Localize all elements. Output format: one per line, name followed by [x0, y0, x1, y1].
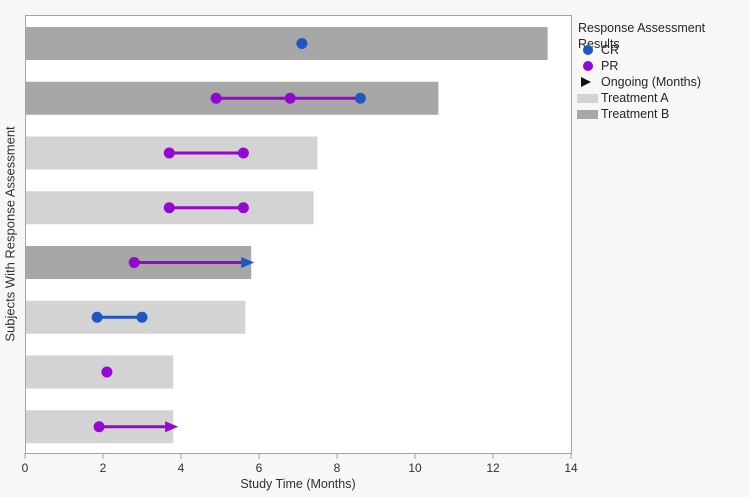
x-tick-label: 14 — [564, 461, 578, 475]
legend-marker-cell — [578, 77, 601, 87]
legend-item-label: Treatment B — [601, 107, 670, 121]
treatment-b-swatch-icon — [577, 109, 598, 119]
legend-item-cr[interactable]: CR — [578, 42, 746, 58]
legend-item-ongoing[interactable]: Ongoing (Months) — [578, 74, 746, 90]
x-tick-label: 0 — [22, 461, 29, 475]
pr-dot-icon — [583, 61, 593, 71]
cr-marker[interactable] — [91, 311, 103, 323]
cr-marker[interactable] — [136, 311, 148, 323]
pr-marker[interactable] — [128, 257, 140, 268]
x-tick-label: 8 — [334, 461, 341, 475]
x-tick-label: 6 — [256, 461, 263, 475]
ongoing-arrow[interactable] — [165, 421, 179, 433]
x-tick-label: 12 — [486, 461, 500, 475]
legend-item-label: Treatment A — [601, 91, 669, 105]
pr-marker[interactable] — [237, 202, 249, 214]
y-axis-title: Subjects With Response Assessment — [2, 126, 18, 342]
treatment-a-swatch-icon — [577, 93, 598, 103]
legend: Response Assessment Results CR PR Ongoin… — [577, 20, 746, 122]
pr-marker[interactable] — [237, 147, 249, 159]
legend-item-treatment-a[interactable]: Treatment A — [577, 90, 746, 106]
legend-title: Response Assessment Results — [578, 21, 706, 51]
legend-item-label: PR — [601, 59, 619, 73]
pr-marker[interactable] — [163, 147, 175, 159]
pr-marker[interactable] — [210, 92, 222, 104]
x-tick-label: 2 — [100, 461, 107, 475]
legend-marker-cell — [578, 45, 601, 55]
legend-item-pr[interactable]: PR — [578, 58, 746, 74]
x-axis-title: Study Time (Months) — [240, 477, 356, 491]
treatment-bar-subject-7[interactable] — [26, 355, 174, 389]
pr-marker[interactable] — [101, 366, 113, 378]
x-tick-label: 4 — [178, 461, 185, 475]
x-tick-label: 10 — [408, 461, 422, 475]
ongoing-arrow[interactable] — [241, 257, 255, 268]
legend-marker-cell — [578, 61, 601, 71]
legend-marker-cell — [577, 93, 601, 103]
pr-marker[interactable] — [284, 92, 296, 104]
ongoing-arrow-icon — [581, 77, 591, 87]
legend-item-treatment-b[interactable]: Treatment B — [577, 106, 746, 122]
cr-marker[interactable] — [354, 92, 366, 104]
cr-marker[interactable] — [296, 38, 308, 49]
cr-dot-icon — [583, 45, 593, 55]
pr-marker[interactable] — [93, 421, 105, 433]
legend-marker-cell — [577, 109, 601, 119]
legend-item-label: CR — [601, 43, 620, 57]
pr-marker[interactable] — [163, 202, 175, 214]
legend-item-label: Ongoing (Months) — [601, 75, 702, 89]
treatment-bar-subject-1[interactable] — [26, 27, 548, 60]
